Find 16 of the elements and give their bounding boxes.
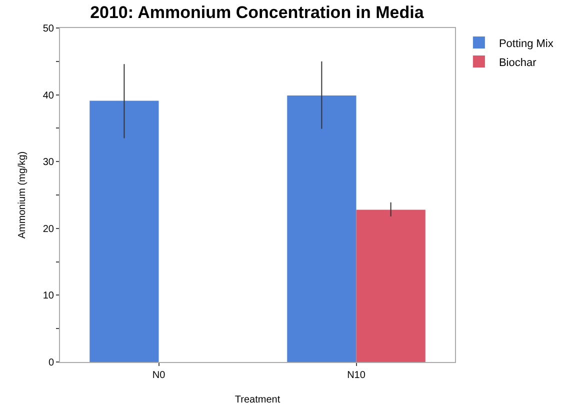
x-tick-label: N10 [347,370,366,381]
y-tick-label: 40 [42,90,54,102]
bar [287,95,356,362]
y-axis-title: Ammonium (mg/kg) [16,151,28,239]
x-axis-title: Treatment [234,394,280,406]
legend-label: Biochar [498,56,537,69]
y-tick-label: 20 [42,224,54,235]
legend-label: Potting Mix [498,38,554,50]
y-tick-label: 50 [42,24,54,34]
chart-title: 2010: Ammonium Concentration in Media [90,3,424,22]
y-tick-label: 10 [42,290,54,302]
x-tick-label: N0 [152,370,166,381]
y-tick-label: 0 [48,358,54,368]
bar [90,100,159,362]
y-tick-label: 30 [42,157,54,168]
bar [356,210,426,362]
